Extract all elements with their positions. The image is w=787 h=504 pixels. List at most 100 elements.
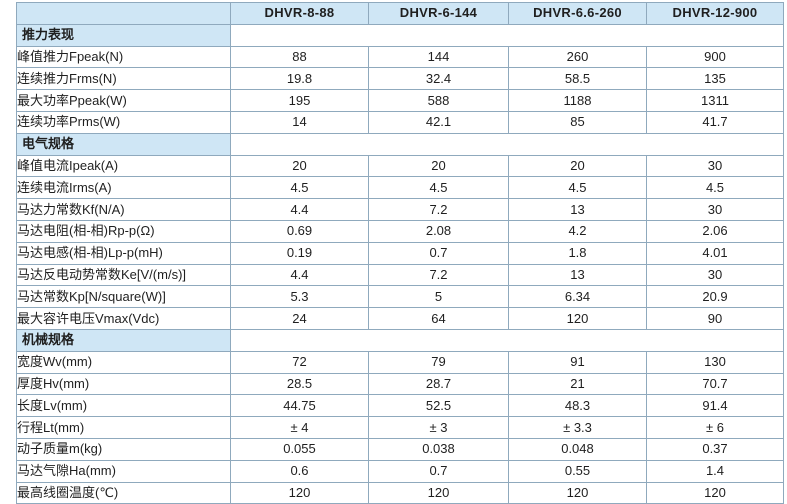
header-corner-cell [16, 2, 231, 25]
value-cell: 2.08 [368, 219, 509, 243]
value-cell: 4.01 [646, 241, 784, 265]
table-row: 最高线圈温度(℃) 120 120 120 120 [16, 481, 784, 504]
table-row: 连续推力Frms(N) 19.8 32.4 58.5 135 [16, 67, 784, 91]
value-cell: 28.5 [230, 372, 369, 396]
table-row: 厚度Hv(mm) 28.5 28.7 21 70.7 [16, 372, 784, 396]
section-header-row: 机械规格 [16, 328, 784, 352]
value-cell: ± 3.3 [508, 416, 647, 439]
value-cell: 195 [230, 89, 369, 112]
value-cell: 42.1 [368, 110, 509, 134]
row-label: 行程Lt(mm) [16, 416, 231, 439]
row-label: 马达力常数Kf(N/A) [16, 198, 231, 221]
value-cell: 0.038 [368, 437, 509, 461]
section-spacer-cell [230, 328, 784, 352]
value-cell: 1.4 [646, 459, 784, 483]
table-row: 马达电阻(相-相)Rp-p(Ω) 0.69 2.08 4.2 2.06 [16, 219, 784, 243]
model-header: DHVR-6.6-260 [508, 2, 647, 25]
value-cell: 0.69 [230, 219, 369, 243]
table-row: 最大功率Ppeak(W) 195 588 1188 1311 [16, 89, 784, 112]
table-row: 峰值电流Ipeak(A) 20 20 20 30 [16, 154, 784, 178]
table-row: 动子质量m(kg) 0.055 0.038 0.048 0.37 [16, 437, 784, 461]
table-row: 马达常数Kp[N/square(W)] 5.3 5 6.34 20.9 [16, 285, 784, 309]
row-label: 最大功率Ppeak(W) [16, 89, 231, 112]
row-label: 峰值推力Fpeak(N) [16, 45, 231, 69]
section-title: 机械规格 [16, 328, 231, 352]
row-label: 长度Lv(mm) [16, 394, 231, 418]
model-header: DHVR-6-144 [368, 2, 509, 25]
value-cell: 260 [508, 45, 647, 69]
value-cell: 1.8 [508, 241, 647, 265]
value-cell: 120 [508, 481, 647, 504]
value-cell: 1188 [508, 89, 647, 112]
row-label: 动子质量m(kg) [16, 437, 231, 461]
value-cell: 120 [368, 481, 509, 504]
value-cell: 24 [230, 307, 369, 330]
section-header-row: 电气规格 [16, 132, 784, 156]
value-cell: 6.34 [508, 285, 647, 309]
section-title: 电气规格 [16, 132, 231, 156]
value-cell: 0.7 [368, 459, 509, 483]
value-cell: 88 [230, 45, 369, 69]
spec-table: DHVR-8-88 DHVR-6-144 DHVR-6.6-260 DHVR-1… [16, 2, 784, 504]
value-cell: 5 [368, 285, 509, 309]
value-cell: 0.37 [646, 437, 784, 461]
value-cell: 130 [646, 350, 784, 374]
value-cell: 30 [646, 154, 784, 178]
section-spacer-cell [230, 132, 784, 156]
row-label: 马达反电动势常数Ke[V/(m/s)] [16, 263, 231, 287]
value-cell: ± 3 [368, 416, 509, 439]
row-label: 峰值电流Ipeak(A) [16, 154, 231, 178]
row-label: 宽度Wv(mm) [16, 350, 231, 374]
value-cell: 64 [368, 307, 509, 330]
value-cell: 44.75 [230, 394, 369, 418]
table-row: 长度Lv(mm) 44.75 52.5 48.3 91.4 [16, 394, 784, 418]
value-cell: 0.55 [508, 459, 647, 483]
value-cell: 52.5 [368, 394, 509, 418]
value-cell: 0.048 [508, 437, 647, 461]
value-cell: 4.4 [230, 198, 369, 221]
value-cell: 32.4 [368, 67, 509, 91]
table-row: 马达电感(相-相)Lp-p(mH) 0.19 0.7 1.8 4.01 [16, 241, 784, 265]
header-row: DHVR-8-88 DHVR-6-144 DHVR-6.6-260 DHVR-1… [16, 2, 784, 25]
section-header-row: 推力表现 [16, 23, 784, 47]
value-cell: 120 [508, 307, 647, 330]
value-cell: 85 [508, 110, 647, 134]
value-cell: 20 [508, 154, 647, 178]
value-cell: 20 [230, 154, 369, 178]
value-cell: 90 [646, 307, 784, 330]
value-cell: 91 [508, 350, 647, 374]
value-cell: 2.06 [646, 219, 784, 243]
value-cell: 72 [230, 350, 369, 374]
value-cell: 41.7 [646, 110, 784, 134]
row-label: 连续推力Frms(N) [16, 67, 231, 91]
value-cell: 120 [646, 481, 784, 504]
value-cell: 4.2 [508, 219, 647, 243]
value-cell: 48.3 [508, 394, 647, 418]
value-cell: 20 [368, 154, 509, 178]
value-cell: 13 [508, 198, 647, 221]
value-cell: 79 [368, 350, 509, 374]
value-cell: 1311 [646, 89, 784, 112]
value-cell: ± 4 [230, 416, 369, 439]
value-cell: 20.9 [646, 285, 784, 309]
table-row: 马达气隙Ha(mm) 0.6 0.7 0.55 1.4 [16, 459, 784, 483]
section-title: 推力表现 [16, 23, 231, 47]
row-label: 马达气隙Ha(mm) [16, 459, 231, 483]
value-cell: 135 [646, 67, 784, 91]
row-label: 最大容许电压Vmax(Vdc) [16, 307, 231, 330]
value-cell: 120 [230, 481, 369, 504]
table-row: 连续电流Irms(A) 4.5 4.5 4.5 4.5 [16, 176, 784, 200]
row-label: 连续功率Prms(W) [16, 110, 231, 134]
value-cell: 21 [508, 372, 647, 396]
value-cell: 4.4 [230, 263, 369, 287]
value-cell: 14 [230, 110, 369, 134]
model-header: DHVR-12-900 [646, 2, 784, 25]
table-row: 宽度Wv(mm) 72 79 91 130 [16, 350, 784, 374]
value-cell: 70.7 [646, 372, 784, 396]
value-cell: 4.5 [646, 176, 784, 200]
table-row: 最大容许电压Vmax(Vdc) 24 64 120 90 [16, 307, 784, 330]
row-label: 最高线圈温度(℃) [16, 481, 231, 504]
value-cell: 588 [368, 89, 509, 112]
value-cell: ± 6 [646, 416, 784, 439]
value-cell: 30 [646, 263, 784, 287]
